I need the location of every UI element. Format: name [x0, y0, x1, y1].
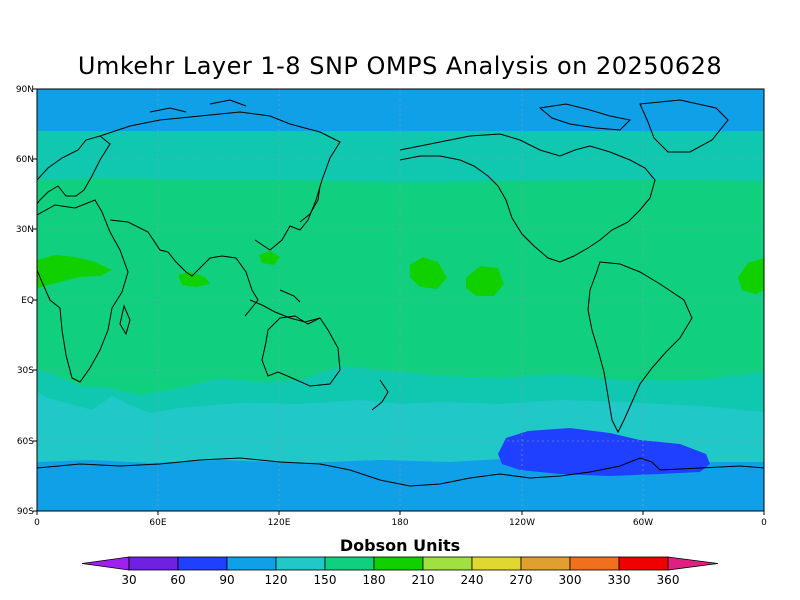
- lat-label-30s: 30S: [17, 366, 34, 376]
- colorbar-high-arrow: [667, 556, 719, 571]
- map-field: [37, 89, 764, 511]
- colorbar-tick-label: 120: [265, 573, 288, 587]
- colorbar-segment: [128, 556, 179, 571]
- lon-label-60e: 60E: [149, 518, 166, 528]
- map-title: Umkehr Layer 1-8 SNP OMPS Analysis on 20…: [77, 52, 723, 80]
- lat-label-90n: 90N: [16, 85, 34, 95]
- colorbar-segment: [618, 556, 669, 571]
- colorbar-segment: [275, 556, 326, 571]
- colorbar-segment: [569, 556, 620, 571]
- colorbar-tick-label: 180: [363, 573, 386, 587]
- colorbar-tick-label: 90: [219, 573, 234, 587]
- axis-ticks: [33, 88, 765, 515]
- colorbar-segment: [373, 556, 424, 571]
- lat-label-eq: EQ: [21, 296, 34, 306]
- colorbar-tick-label: 60: [170, 573, 185, 587]
- grid-lines: [37, 89, 764, 511]
- lon-label-120e: 120E: [268, 518, 291, 528]
- blob-ozone-hole: [498, 428, 710, 476]
- colorbar-tick-label: 300: [559, 573, 582, 587]
- colorbar-title: Dobson Units: [339, 536, 461, 555]
- colorbar-tick-label: 360: [657, 573, 680, 587]
- lat-labels: 90N 60N 30N EQ 30S 60S 90S: [16, 85, 34, 517]
- colorbar-segment: [520, 556, 571, 571]
- colorbar: 30 60 90 120 150 180 210 240 270 300 330 360: [81, 556, 719, 587]
- colorbar-segment: [177, 556, 228, 571]
- lat-label-60s: 60S: [17, 437, 34, 447]
- blob-india: [178, 272, 210, 287]
- lat-label-30n: 30N: [16, 225, 34, 235]
- colorbar-tick-label: 30: [121, 573, 136, 587]
- colorbar-segment: [471, 556, 522, 571]
- colorbar-tick-label: 270: [510, 573, 533, 587]
- lon-label-0-left: 0: [34, 518, 40, 528]
- blob-pacific-1: [410, 257, 447, 289]
- colorbar-low-arrow: [81, 556, 130, 571]
- lon-label-120w: 120W: [509, 518, 535, 528]
- lon-labels: 0 60E 120E 180 120W 60W 0: [34, 518, 767, 528]
- lat-label-90s: 90S: [17, 507, 34, 517]
- blob-pacific-2: [466, 266, 504, 296]
- lat-label-60n: 60N: [16, 155, 34, 165]
- blob-china: [259, 251, 280, 265]
- band-180-210: [37, 178, 764, 395]
- colorbar-segment: [422, 556, 473, 571]
- blob-africa-west: [37, 255, 112, 288]
- colorbar-tick-label: 240: [461, 573, 484, 587]
- blob-africa-east: [738, 258, 764, 294]
- colorbar-tick-label: 210: [412, 573, 435, 587]
- lon-label-0-right: 0: [761, 518, 767, 528]
- colorbar-segment: [324, 556, 375, 571]
- colorbar-tick-label: 330: [608, 573, 631, 587]
- colorbar-segment: [226, 556, 277, 571]
- coastlines: [37, 99, 764, 487]
- lon-label-180: 180: [391, 518, 408, 528]
- lon-label-60w: 60W: [633, 518, 653, 528]
- colorbar-tick-label: 150: [314, 573, 337, 587]
